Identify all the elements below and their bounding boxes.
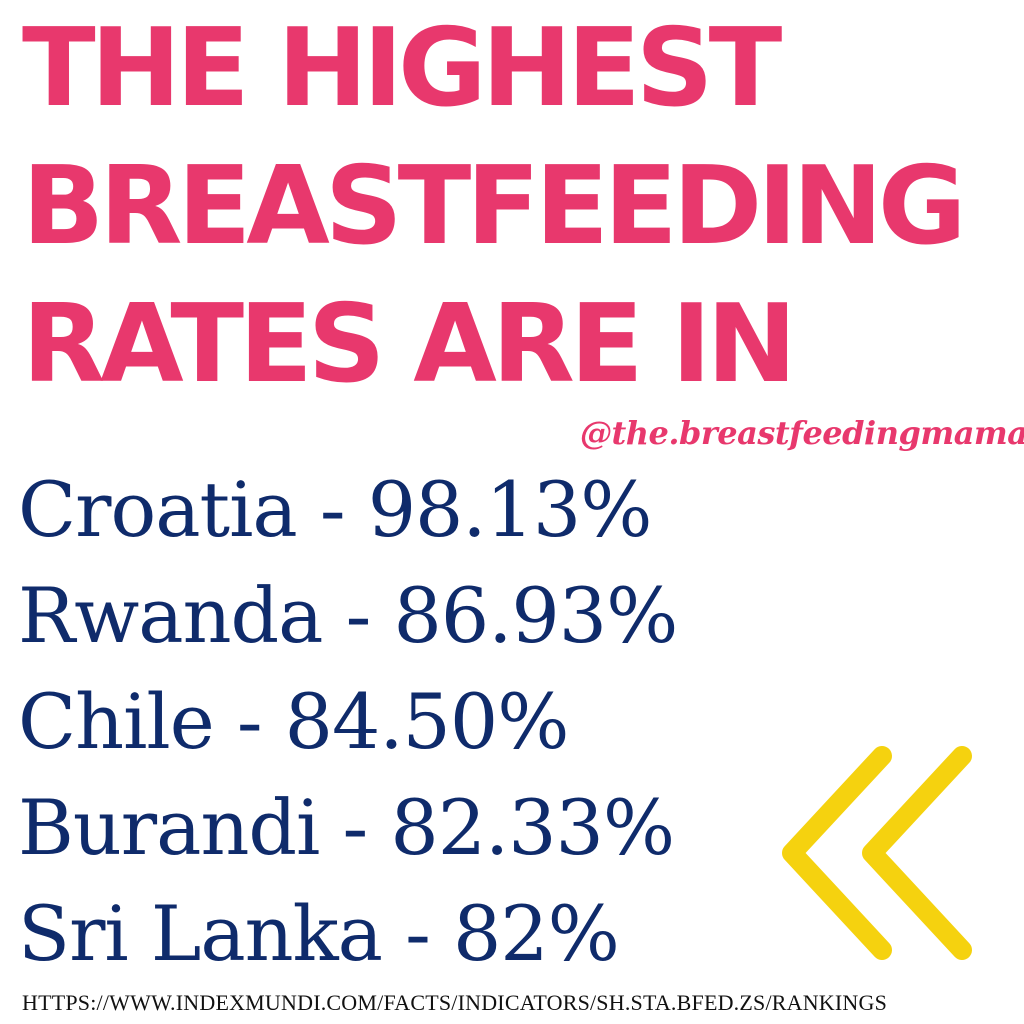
ranking-item-sri-lanka: Sri Lanka - 82% xyxy=(18,889,620,978)
chevron-outer xyxy=(782,746,892,960)
headline-line-2: BREASTFEEDING xyxy=(22,144,966,269)
chevron-inner xyxy=(862,746,972,960)
ranking-item-croatia: Croatia - 98.13% xyxy=(18,465,653,554)
ranking-item-burandi: Burandi - 82.33% xyxy=(18,783,675,872)
double-chevron-left-icon xyxy=(782,746,972,960)
source-url: HTTPS://WWW.INDEXMUNDI.COM/FACTS/INDICAT… xyxy=(22,990,888,1015)
ranking-item-rwanda: Rwanda - 86.93% xyxy=(18,571,678,660)
headline-line-1: THE HIGHEST xyxy=(22,6,782,131)
ranking-item-chile: Chile - 84.50% xyxy=(18,677,569,766)
headline-line-3: RATES ARE IN xyxy=(22,282,797,407)
instagram-handle: @the.breastfeedingmama xyxy=(580,414,1024,452)
rankings-list: Croatia - 98.13% Rwanda - 86.93% Chile -… xyxy=(18,462,678,992)
headline: THE HIGHEST BREASTFEEDING RATES ARE IN xyxy=(22,0,966,414)
